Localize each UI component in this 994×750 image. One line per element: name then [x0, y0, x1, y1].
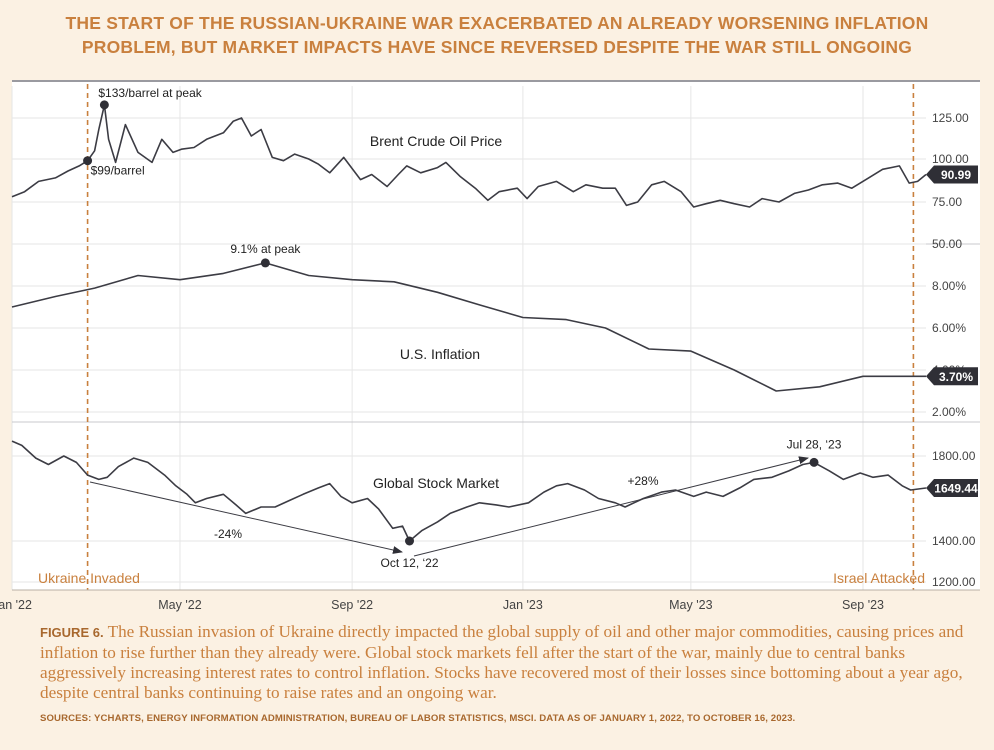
- x-axis-band: [12, 590, 980, 620]
- annotation-dot: [405, 536, 415, 546]
- last-value-label: 90.99: [941, 168, 971, 182]
- title-line-1: THE START OF THE RUSSIAN-UKRAINE WAR EXA…: [65, 13, 929, 33]
- figure-caption: FIGURE 6. The Russian invasion of Ukrain…: [40, 622, 970, 703]
- top-border: [12, 80, 980, 82]
- y-tick-label: 50.00: [932, 237, 962, 251]
- plot-background: [12, 80, 980, 598]
- x-tick-label: Sep '22: [331, 598, 373, 612]
- title-line-2: PROBLEM, BUT MARKET IMPACTS HAVE SINCE R…: [81, 37, 913, 57]
- last-value-badge: [926, 478, 978, 497]
- series-line-2: [11, 440, 927, 542]
- annotation-dot: [809, 457, 819, 467]
- annotation-label: $99/barrel: [91, 164, 145, 178]
- last-value-badge: [926, 367, 978, 386]
- x-tick-label: May '22: [158, 598, 201, 612]
- annotation-dot: [83, 156, 93, 166]
- annotation-label: Jul 28, ‘23: [787, 437, 842, 451]
- event-label-ukraine: Ukraine Invaded: [38, 570, 140, 586]
- x-tick-label: Jan '22: [0, 598, 32, 612]
- x-tick-label: Sep '23: [842, 598, 884, 612]
- last-value-label: 3.70%: [939, 370, 973, 384]
- series-line-0: [11, 104, 927, 208]
- annotation-label: Oct 12, ‘22: [380, 556, 438, 570]
- trend-label-up: +28%: [627, 474, 658, 488]
- y-tick-label: 1800.00: [932, 449, 976, 463]
- last-value-badges: 90.99 3.70% 1649.44: [926, 165, 978, 497]
- trend-arrow-up: [413, 456, 809, 557]
- trend-arrow-down: [89, 481, 403, 554]
- y-axis-labels: 125.00100.0075.0050.008.00%6.00%4.00%2.0…: [932, 111, 976, 589]
- y-tick-label: 75.00: [932, 195, 962, 209]
- x-tick-label: May '23: [669, 598, 712, 612]
- figure-text: The Russian invasion of Ukraine directly…: [40, 622, 964, 702]
- figure-label: FIGURE 6.: [40, 625, 104, 640]
- panel-title-oil: Brent Crude Oil Price: [370, 133, 502, 149]
- chart-title: THE START OF THE RUSSIAN-UKRAINE WAR EXA…: [0, 11, 994, 59]
- annotation-label: 9.1% at peak: [230, 242, 301, 256]
- last-value-label: 1649.44: [934, 481, 978, 495]
- annotation-label: $133/barrel at peak: [98, 86, 202, 100]
- panel-title-inflation: U.S. Inflation: [400, 346, 480, 362]
- y-tick-label: 1200.00: [932, 575, 976, 589]
- sources-line: SOURCES: YCHARTS, ENERGY INFORMATION ADM…: [40, 713, 796, 724]
- x-axis-labels: Jan '22 May '22 Sep '22 Jan '23 May '23 Sep '…: [0, 598, 884, 612]
- annotation-dot: [260, 258, 270, 268]
- y-tick-label: 1400.00: [932, 534, 976, 548]
- event-label-israel: Israel Attacked: [833, 570, 925, 586]
- event-markers: [86, 84, 915, 590]
- annotations: $99/barrel $133/barrel at peak 9.1% at pea…: [83, 86, 842, 570]
- y-tick-label: 125.00: [932, 111, 969, 125]
- chart-area: Brent Crude Oil Price U.S. Inflation Glo…: [0, 80, 980, 620]
- y-tick-label: 100.00: [932, 152, 969, 166]
- x-tick-label: Jan '23: [503, 598, 543, 612]
- grid-lines: [11, 86, 980, 590]
- panel-title-stocks: Global Stock Market: [373, 475, 499, 491]
- y-tick-label: 6.00%: [932, 321, 966, 335]
- series-lines: [11, 104, 927, 542]
- annotation-dot: [99, 100, 109, 110]
- trend-label-down: -24%: [214, 527, 242, 541]
- series-line-1: [11, 262, 926, 392]
- y-tick-label: 2.00%: [932, 405, 966, 419]
- y-tick-label: 8.00%: [932, 279, 966, 293]
- last-value-badge: [926, 165, 978, 184]
